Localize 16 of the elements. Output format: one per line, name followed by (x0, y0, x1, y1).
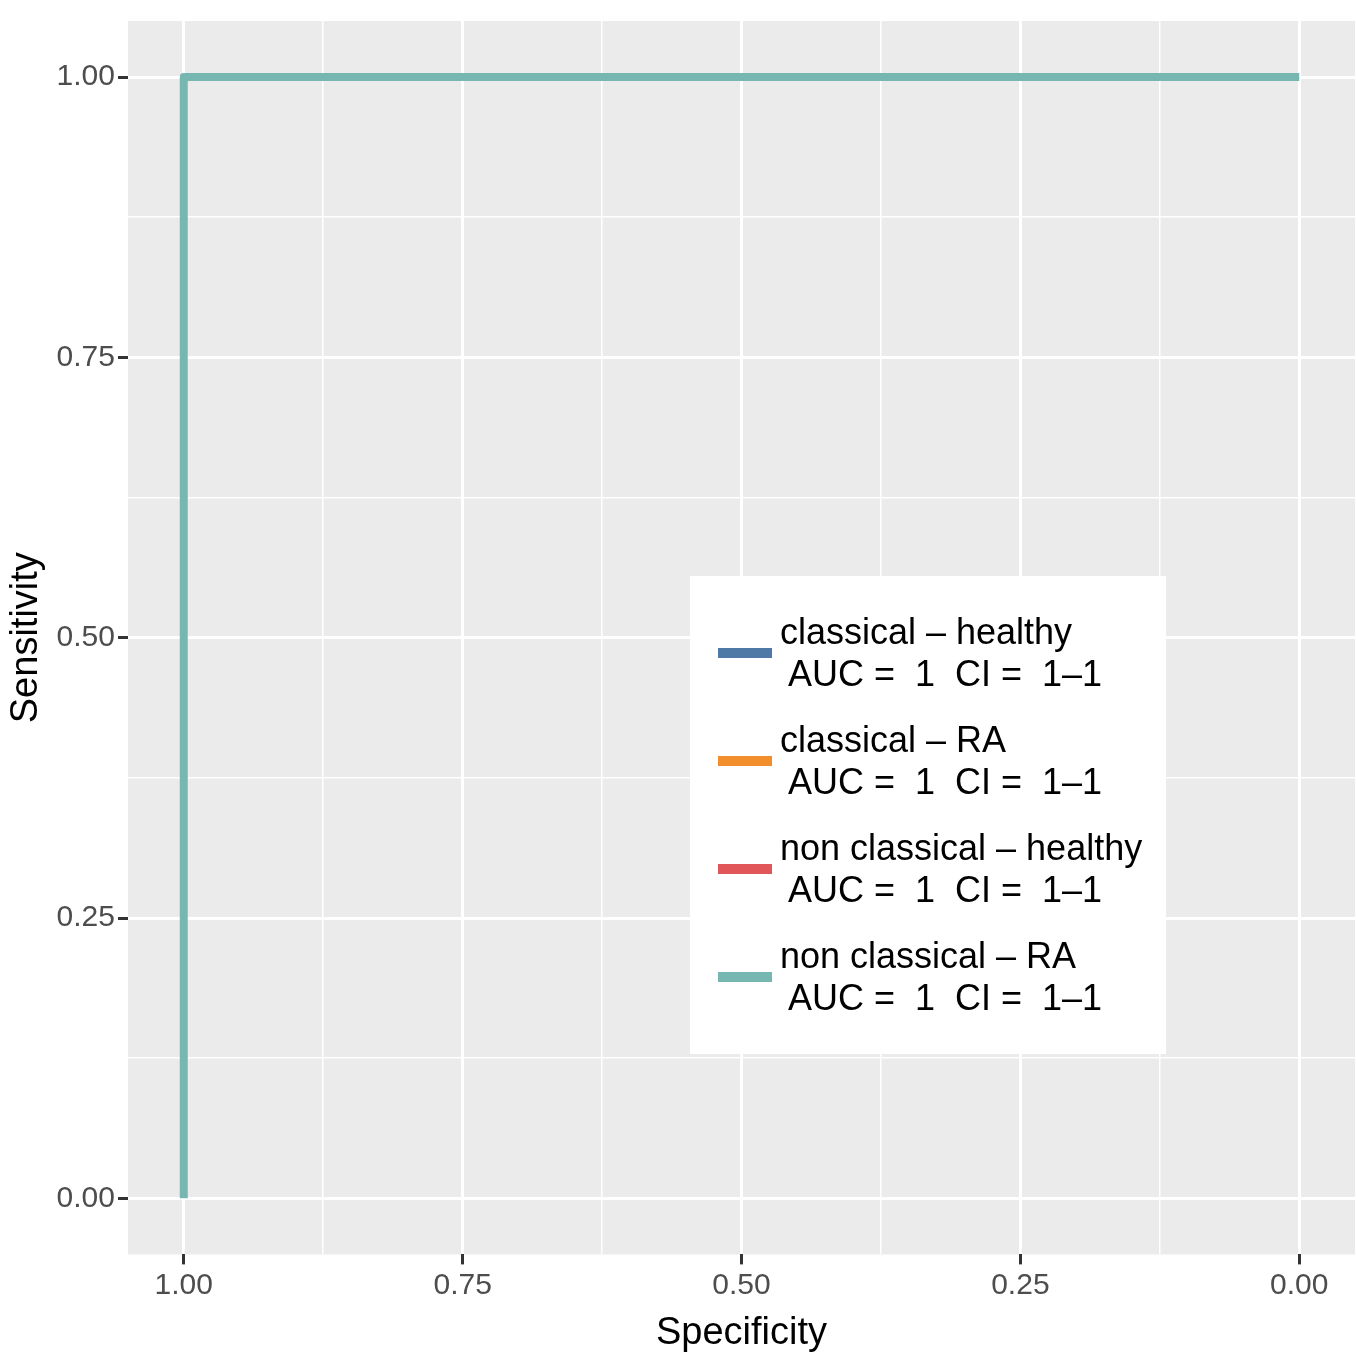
y-tick-label: 0.50 (56, 618, 115, 652)
x-tick-label: 0.50 (712, 1266, 771, 1300)
y-axis-title: Sensitivity (3, 552, 46, 724)
legend-label: classical – healthy AUC = 1 CI = 1–1 (779, 611, 1103, 696)
x-axis-title: Specificity (655, 1309, 828, 1352)
legend-label: classical – RA AUC = 1 CI = 1–1 (779, 719, 1103, 804)
legend-label: non classical – healthy AUC = 1 CI = 1–1 (779, 827, 1143, 912)
x-tick-label: 0.75 (433, 1266, 492, 1300)
y-tick-label: 0.75 (56, 338, 115, 372)
y-tick-label: 0.25 (56, 899, 115, 933)
x-tick-label: 0.25 (991, 1266, 1050, 1300)
y-tick-label: 1.00 (56, 58, 115, 92)
legend-label: non classical – RA AUC = 1 CI = 1–1 (779, 935, 1103, 1020)
y-tick-label: 0.00 (56, 1179, 115, 1213)
x-tick-label: 0.00 (1270, 1266, 1329, 1300)
x-tick-label: 1.00 (154, 1266, 213, 1300)
